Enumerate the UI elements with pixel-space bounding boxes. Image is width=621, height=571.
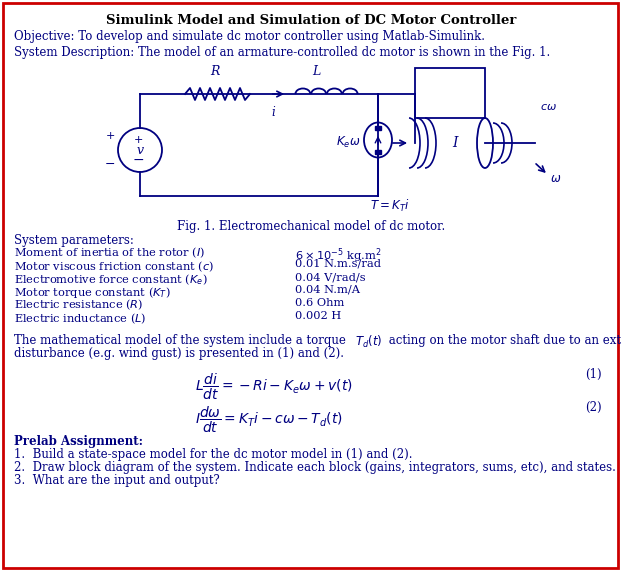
- Text: v: v: [137, 143, 143, 156]
- Text: $T_d(t)$: $T_d(t)$: [355, 334, 383, 350]
- Text: 0.002 H: 0.002 H: [295, 311, 342, 321]
- Text: Electric resistance ($R$): Electric resistance ($R$): [14, 298, 143, 312]
- Bar: [375, 150, 381, 154]
- Text: L: L: [312, 65, 320, 78]
- Text: 0.04 N.m/A: 0.04 N.m/A: [295, 285, 360, 295]
- Text: Moment of inertia of the rotor ($I$): Moment of inertia of the rotor ($I$): [14, 246, 205, 260]
- Bar: [415, 68, 485, 118]
- Text: 0.04 V/rad/s: 0.04 V/rad/s: [295, 272, 366, 282]
- Text: $L\dfrac{di}{dt} = -Ri - K_e\omega + v(t)$: $L\dfrac{di}{dt} = -Ri - K_e\omega + v(t…: [195, 372, 353, 403]
- Text: 3.  What are the input and output?: 3. What are the input and output?: [14, 474, 220, 487]
- Text: Electric inductance ($L$): Electric inductance ($L$): [14, 311, 147, 325]
- Text: System parameters:: System parameters:: [14, 234, 134, 247]
- Text: Objective: To develop and simulate dc motor controller using Matlab-Simulink.: Objective: To develop and simulate dc mo…: [14, 30, 485, 43]
- Text: $6 \times 10^{-5}$ kg.m$^2$: $6 \times 10^{-5}$ kg.m$^2$: [295, 246, 381, 264]
- Text: i: i: [271, 106, 275, 119]
- Text: (1): (1): [585, 368, 602, 381]
- Text: −: −: [104, 158, 115, 171]
- Text: 2.  Draw block diagram of the system. Indicate each block (gains, integrators, s: 2. Draw block diagram of the system. Ind…: [14, 461, 616, 474]
- Text: Prelab Assignment:: Prelab Assignment:: [14, 435, 143, 448]
- Text: $K_e\omega$: $K_e\omega$: [335, 134, 360, 150]
- Text: $I\dfrac{d\omega}{dt} = K_T i - c\omega - T_d(t)$: $I\dfrac{d\omega}{dt} = K_T i - c\omega …: [195, 405, 343, 435]
- Text: The mathematical model of the system include a torque: The mathematical model of the system inc…: [14, 334, 350, 347]
- Text: R: R: [211, 65, 220, 78]
- Text: $c\omega$: $c\omega$: [540, 102, 557, 112]
- Text: 1.  Build a state-space model for the dc motor model in (1) and (2).: 1. Build a state-space model for the dc …: [14, 448, 412, 461]
- Text: 0.6 Ohm: 0.6 Ohm: [295, 298, 345, 308]
- Text: acting on the motor shaft due to an external: acting on the motor shaft due to an exte…: [385, 334, 621, 347]
- Text: disturbance (e.g. wind gust) is presented in (1) and (2).: disturbance (e.g. wind gust) is presente…: [14, 347, 344, 360]
- Text: $T = K_T i$: $T = K_T i$: [370, 198, 410, 214]
- Text: Motor viscous friction constant ($c$): Motor viscous friction constant ($c$): [14, 259, 214, 274]
- Text: Motor torque constant ($K_T$): Motor torque constant ($K_T$): [14, 285, 171, 300]
- Text: Fig. 1. Electromechanical model of dc motor.: Fig. 1. Electromechanical model of dc mo…: [177, 220, 445, 233]
- Bar: [375, 126, 381, 130]
- Text: (2): (2): [585, 401, 602, 414]
- Text: +: +: [134, 135, 143, 145]
- Text: System Description: The model of an armature-controlled dc motor is shown in the: System Description: The model of an arma…: [14, 46, 550, 59]
- Text: 0.01 N.m.s/rad: 0.01 N.m.s/rad: [295, 259, 381, 269]
- Text: Electromotive force constant ($K_e$): Electromotive force constant ($K_e$): [14, 272, 207, 287]
- Text: +: +: [106, 131, 115, 141]
- Text: I: I: [452, 136, 458, 150]
- Text: −: −: [132, 153, 144, 167]
- Text: $\omega$: $\omega$: [550, 171, 561, 184]
- Text: Simulink Model and Simulation of DC Motor Controller: Simulink Model and Simulation of DC Moto…: [106, 14, 516, 27]
